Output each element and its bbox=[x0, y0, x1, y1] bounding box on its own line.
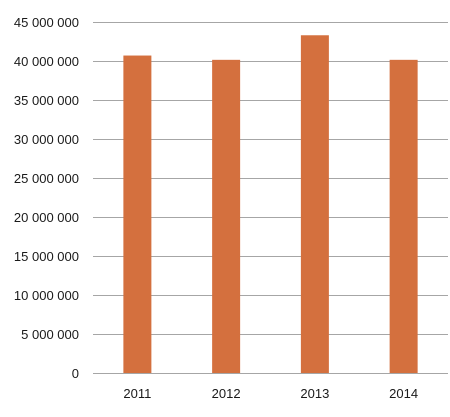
y-tick-label: 30 000 000 bbox=[14, 132, 79, 147]
x-axis-tick-labels: 2011 2012 2013 2014 bbox=[123, 386, 418, 401]
bar-2013 bbox=[300, 35, 329, 373]
bar-2011 bbox=[123, 55, 152, 373]
y-tick-label: 40 000 000 bbox=[14, 54, 79, 69]
bar-2012 bbox=[212, 59, 241, 373]
y-tick-label: 25 000 000 bbox=[14, 171, 79, 186]
y-tick-label: 5 000 000 bbox=[21, 327, 79, 342]
x-tick-label: 2013 bbox=[300, 386, 329, 401]
x-tick-label: 2012 bbox=[212, 386, 241, 401]
x-tick-label: 2014 bbox=[389, 386, 418, 401]
y-tick-label: 35 000 000 bbox=[14, 93, 79, 108]
y-tick-label: 10 000 000 bbox=[14, 288, 79, 303]
bars bbox=[123, 35, 418, 373]
y-tick-label: 0 bbox=[72, 366, 79, 381]
y-tick-label: 45 000 000 bbox=[14, 15, 79, 30]
bar-2014 bbox=[389, 59, 418, 373]
y-axis-tick-labels: 0 5 000 000 10 000 000 15 000 000 20 000 000… bbox=[14, 15, 79, 381]
x-tick-label: 2011 bbox=[123, 386, 151, 401]
y-tick-label: 20 000 000 bbox=[14, 210, 79, 225]
gridlines bbox=[93, 22, 448, 374]
y-tick-label: 15 000 000 bbox=[14, 249, 79, 264]
